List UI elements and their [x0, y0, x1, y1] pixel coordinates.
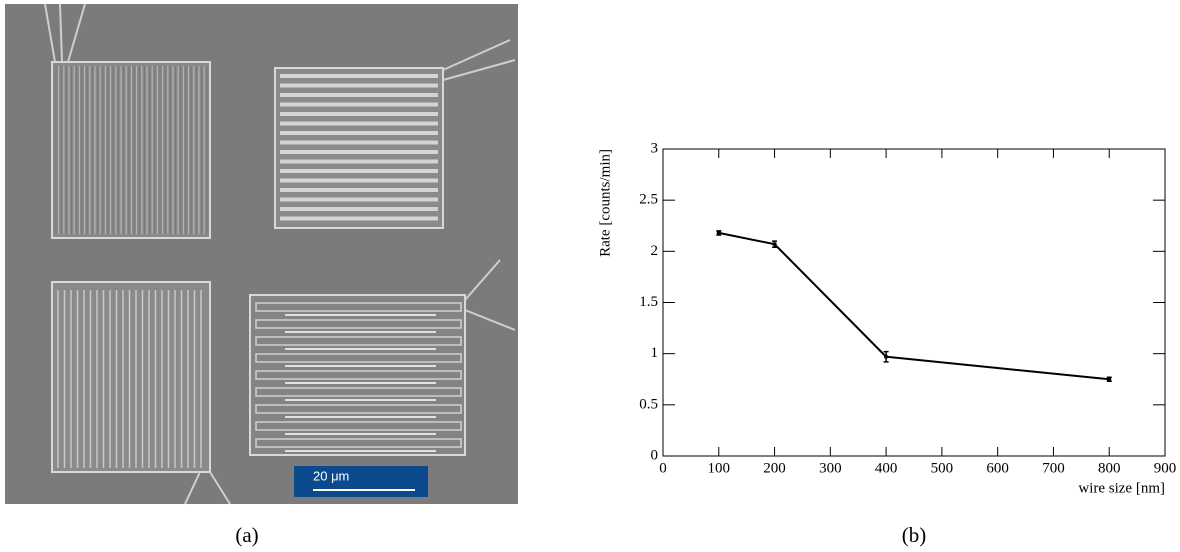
x-tick-label: 900 — [1154, 460, 1177, 476]
scale-bar-box — [294, 466, 428, 497]
x-tick-label: 700 — [1042, 460, 1065, 476]
y-tick-label: 2 — [651, 243, 659, 259]
x-tick-label: 100 — [708, 460, 731, 476]
data-line — [718, 231, 1110, 381]
sem-line — [255, 387, 462, 397]
y-axis-label: Rate [counts/min] — [597, 149, 613, 257]
sem-line — [255, 438, 462, 448]
sem-line — [255, 404, 462, 414]
data-point — [716, 231, 721, 235]
sem-line — [280, 83, 438, 88]
caption: (a) — [235, 523, 258, 547]
sem-line — [280, 131, 438, 135]
plot-frame — [662, 148, 1166, 457]
y-tick-label: 1.5 — [639, 294, 658, 310]
x-tick-label: 600 — [986, 460, 1009, 476]
sem-line — [280, 121, 438, 126]
sem-line — [280, 102, 438, 107]
sem-line — [280, 197, 438, 202]
sem-line — [280, 112, 438, 116]
y-tick-label: 1 — [651, 345, 659, 361]
sem-line — [280, 207, 438, 211]
sem-line — [255, 319, 462, 329]
sem-line — [280, 74, 438, 78]
data-point — [1107, 377, 1112, 381]
sem-line — [255, 302, 462, 312]
sem-line — [280, 159, 438, 164]
sem-line — [280, 93, 438, 97]
x-tick-label: 0 — [659, 460, 667, 476]
data-point — [884, 355, 889, 359]
sem-line — [280, 188, 438, 192]
x-tick-label: 300 — [819, 460, 842, 476]
sem-line — [280, 150, 438, 154]
y-tick-label: 0.5 — [639, 396, 658, 412]
y-tick-label: 0 — [651, 447, 659, 463]
sem-image: 20 μm — [5, 3, 518, 505]
pattern-frame — [274, 67, 444, 229]
y-tick-label: 3 — [651, 140, 659, 156]
x-tick-label: 500 — [931, 460, 954, 476]
x-tick-label: 800 — [1098, 460, 1121, 476]
y-tick-label: 2.5 — [639, 192, 658, 208]
caption: (b) — [902, 523, 927, 547]
x-axis-label: wire size [nm] — [1078, 480, 1165, 496]
x-tick-label: 400 — [875, 460, 898, 476]
sem-line — [280, 216, 438, 221]
sem-line — [280, 169, 438, 173]
x-tick-label: 200 — [763, 460, 786, 476]
scale-bar-label: 20 μm — [313, 468, 349, 483]
sem-line — [255, 353, 462, 363]
sem-line — [255, 421, 462, 431]
sem-line — [255, 370, 462, 380]
contact-leads — [44, 3, 516, 505]
pattern-frame — [51, 281, 211, 473]
sem-line — [255, 336, 462, 346]
pattern-frame — [249, 294, 466, 456]
data-point — [772, 242, 777, 246]
sem-line — [280, 140, 438, 145]
sem-line — [280, 178, 438, 183]
